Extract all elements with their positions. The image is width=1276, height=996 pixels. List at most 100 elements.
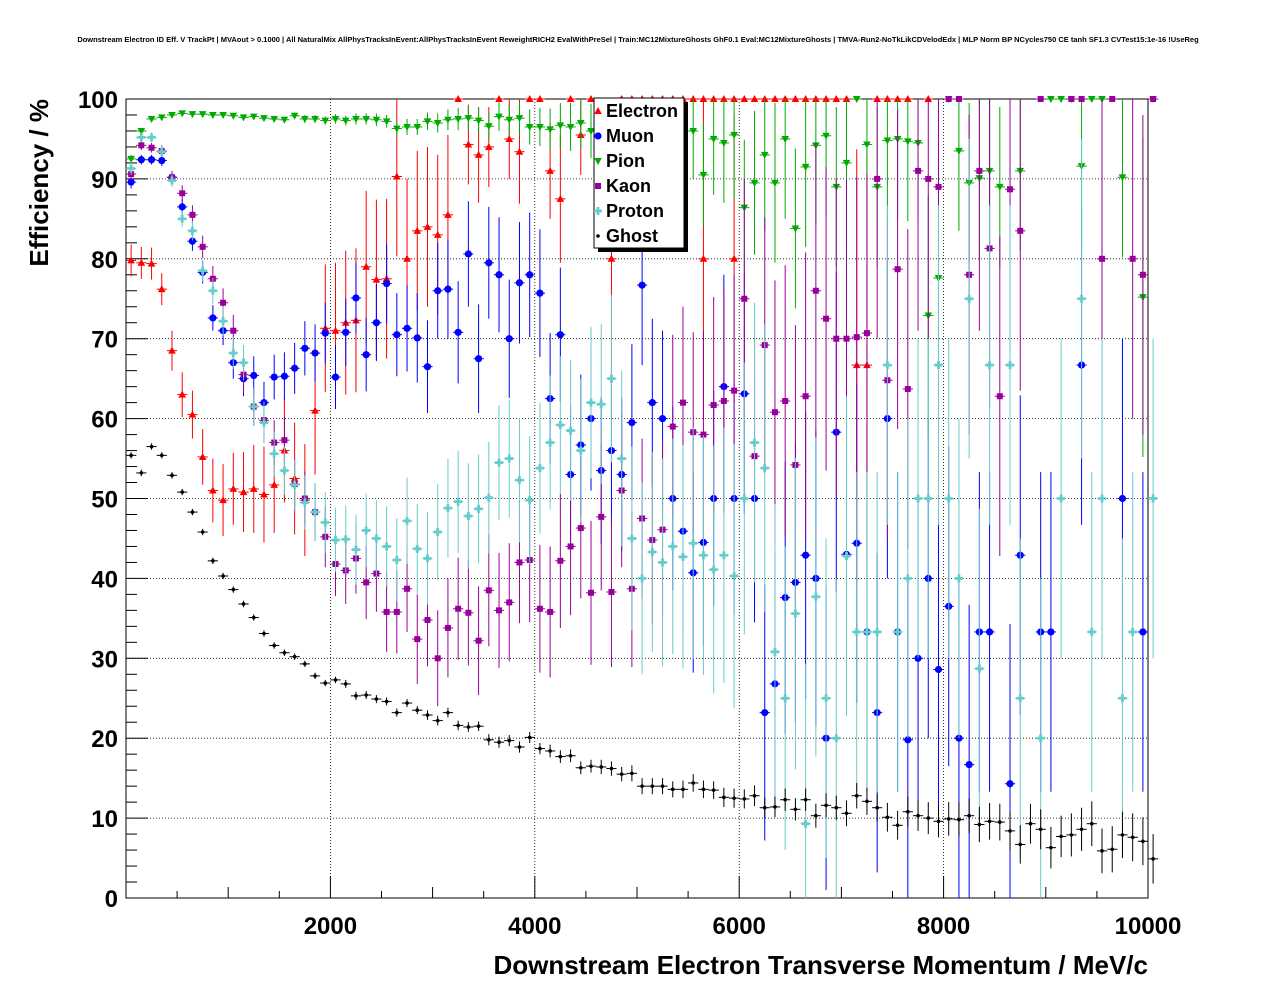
data-point	[485, 259, 493, 267]
data-point	[558, 754, 563, 759]
data-point	[1089, 821, 1094, 826]
data-point	[403, 254, 411, 262]
data-point	[832, 95, 841, 102]
data-point	[1129, 255, 1136, 262]
data-point	[423, 118, 432, 126]
data-point	[405, 701, 409, 705]
data-point	[1006, 780, 1014, 788]
data-point	[372, 534, 381, 543]
data-point	[607, 254, 616, 262]
data-point	[189, 211, 196, 218]
data-point	[814, 813, 818, 818]
data-point	[547, 608, 554, 615]
data-point	[915, 167, 922, 174]
data-point	[198, 111, 207, 119]
data-point	[231, 587, 236, 592]
data-point	[598, 513, 605, 520]
legend: Electron Muon Pion Kaon Proton Ghost	[593, 97, 688, 252]
data-point	[179, 190, 186, 197]
data-point	[425, 713, 430, 717]
data-point	[476, 724, 481, 729]
data-point	[824, 803, 828, 808]
data-point	[791, 225, 800, 233]
data-point	[415, 708, 420, 713]
data-point	[190, 510, 195, 514]
data-point	[180, 490, 185, 494]
data-point	[323, 681, 328, 685]
data-point	[895, 823, 900, 828]
data-point	[331, 373, 340, 381]
data-point	[720, 139, 728, 147]
data-point	[945, 96, 952, 102]
data-point	[1149, 494, 1158, 503]
data-point	[251, 615, 256, 620]
data-point	[822, 694, 831, 703]
data-point	[752, 793, 757, 798]
data-point	[771, 409, 778, 416]
data-point	[546, 438, 555, 447]
data-point	[404, 585, 411, 592]
data-point	[865, 799, 869, 804]
data-point	[474, 355, 483, 363]
legend-marker-pion	[594, 158, 602, 165]
data-point	[495, 271, 503, 279]
data-point	[465, 609, 472, 616]
data-point	[331, 536, 340, 545]
data-point	[996, 393, 1003, 400]
data-point	[873, 95, 881, 102]
data-point	[270, 373, 278, 381]
data-point	[1078, 96, 1085, 102]
data-point	[444, 624, 451, 631]
data-point	[1087, 627, 1096, 636]
data-point	[903, 574, 912, 583]
data-point	[290, 112, 299, 120]
data-point	[852, 627, 861, 636]
data-point	[300, 498, 309, 507]
data-point	[167, 176, 176, 185]
data-point	[957, 817, 961, 822]
data-point	[505, 454, 514, 463]
data-point	[342, 328, 350, 336]
data-point	[374, 697, 379, 701]
data-point	[188, 237, 197, 245]
data-point	[280, 466, 289, 475]
data-point	[853, 334, 860, 341]
data-point	[147, 259, 156, 267]
data-point	[372, 116, 381, 124]
data-point	[587, 398, 596, 407]
data-point	[893, 95, 902, 102]
data-point	[525, 95, 534, 102]
data-point	[423, 554, 432, 563]
data-point	[709, 95, 718, 102]
data-point	[362, 526, 371, 535]
data-point	[1047, 628, 1055, 636]
data-point	[730, 572, 739, 581]
data-point	[791, 95, 800, 102]
data-point	[354, 694, 358, 698]
data-point	[863, 141, 871, 149]
data-point	[885, 815, 890, 820]
data-point	[393, 172, 401, 180]
data-point	[536, 123, 544, 131]
y-tick-label: 60	[91, 407, 118, 434]
data-point	[1079, 827, 1084, 832]
data-point	[781, 135, 789, 143]
data-point	[926, 816, 931, 820]
data-point	[1037, 96, 1044, 102]
data-point	[363, 579, 370, 586]
data-point	[393, 125, 401, 133]
data-point	[536, 95, 544, 102]
data-point	[833, 335, 840, 342]
data-point	[505, 116, 514, 124]
data-point	[313, 674, 317, 678]
data-point	[333, 678, 338, 682]
data-point	[985, 628, 994, 636]
data-point	[219, 111, 227, 119]
x-tick-label: 10000	[1115, 913, 1182, 940]
data-point	[904, 386, 911, 393]
data-point	[976, 167, 983, 174]
data-point	[760, 464, 769, 473]
data-point	[157, 285, 166, 293]
data-point	[648, 548, 657, 557]
data-point	[658, 415, 667, 423]
